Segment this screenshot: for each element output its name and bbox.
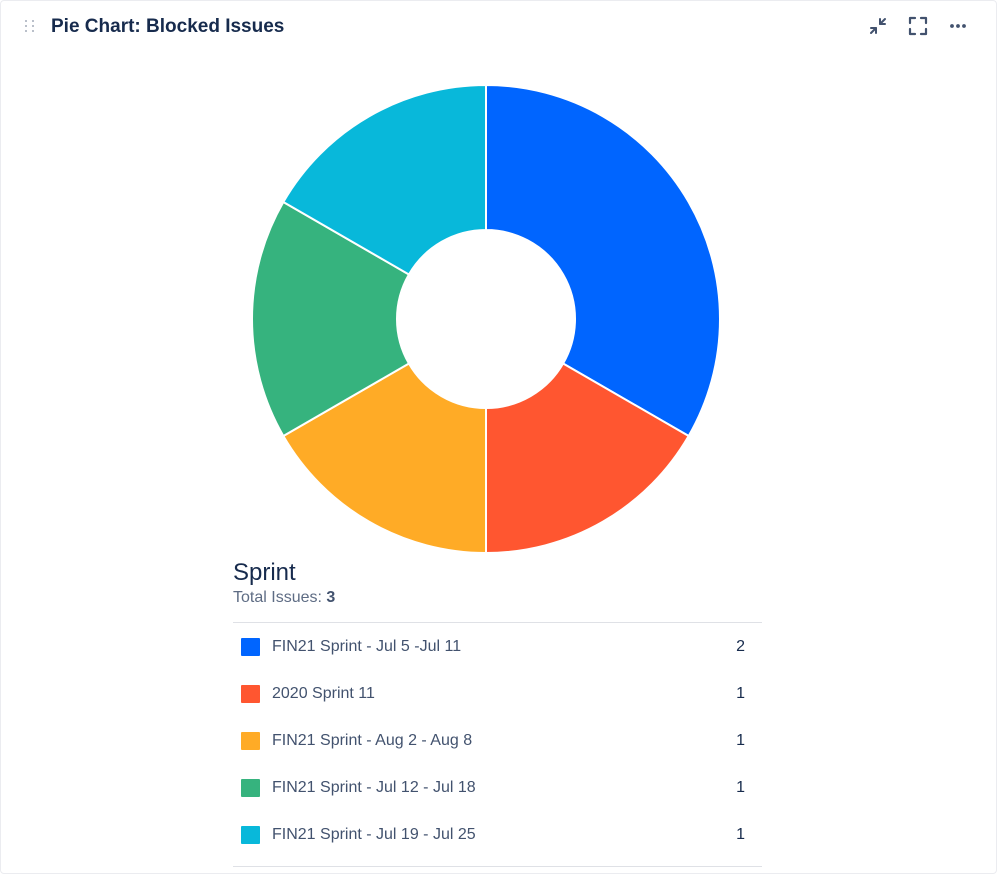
legend-divider-top — [233, 622, 762, 623]
legend-swatch — [241, 825, 260, 844]
legend-item-label: 2020 Sprint 11 — [272, 684, 375, 702]
legend-item-label: FIN21 Sprint - Aug 2 - Aug 8 — [272, 731, 473, 749]
pie-slice-2[interactable] — [485, 362, 691, 555]
total-issues-label: Total Issues: — [233, 589, 322, 606]
total-issues-value: 3 — [326, 589, 336, 606]
gadget-actions — [866, 15, 970, 39]
minimize-icon — [867, 15, 889, 40]
legend-item-label: FIN21 Sprint - Jul 19 - Jul 25 — [272, 825, 476, 843]
legend-item-count: 2 — [736, 637, 745, 655]
legend-item[interactable]: FIN21 Sprint - Jul 19 - Jul 25 1 — [233, 811, 762, 858]
legend-item-count: 1 — [736, 731, 745, 749]
legend-title: Sprint — [233, 559, 296, 586]
legend-swatch — [241, 684, 260, 703]
legend-item-count: 1 — [736, 778, 745, 796]
legend-divider-bottom — [233, 866, 762, 867]
legend-list: FIN21 Sprint - Jul 5 -Jul 11 2 2020 Sprint… — [233, 623, 762, 858]
pie-slice-4[interactable] — [251, 200, 411, 438]
legend-item[interactable]: FIN21 Sprint - Jul 5 -Jul 11 2 — [233, 623, 762, 670]
legend-item-count: 1 — [736, 684, 745, 702]
fullscreen-icon — [907, 15, 929, 40]
legend-item[interactable]: FIN21 Sprint - Aug 2 - Aug 8 1 — [233, 717, 762, 764]
fullscreen-button[interactable] — [906, 15, 930, 39]
legend-item-count: 1 — [736, 825, 745, 843]
legend: Sprint Total Issues: 3 FIN21 Sprint - Ju… — [233, 559, 762, 867]
minimize-button[interactable] — [866, 15, 890, 39]
pie-slice-3[interactable] — [281, 362, 487, 555]
pie-slice-1[interactable] — [485, 83, 721, 438]
legend-total: Total Issues: 3 — [233, 588, 762, 608]
drag-handle-icon[interactable] — [25, 20, 37, 34]
legend-swatch — [241, 637, 260, 656]
pie-slice-5[interactable] — [281, 83, 487, 276]
legend-item-label: FIN21 Sprint - Jul 5 -Jul 11 — [272, 637, 462, 655]
legend-swatch — [241, 731, 260, 750]
legend-item[interactable]: 2020 Sprint 11 1 — [233, 670, 762, 717]
legend-swatch — [241, 778, 260, 797]
legend-item[interactable]: FIN21 Sprint - Jul 12 - Jul 18 1 — [233, 764, 762, 811]
more-button[interactable] — [946, 15, 970, 39]
legend-item-label: FIN21 Sprint - Jul 12 - Jul 18 — [272, 778, 476, 796]
gadget-title: Pie Chart: Blocked Issues — [51, 16, 285, 37]
more-icon — [948, 16, 968, 39]
